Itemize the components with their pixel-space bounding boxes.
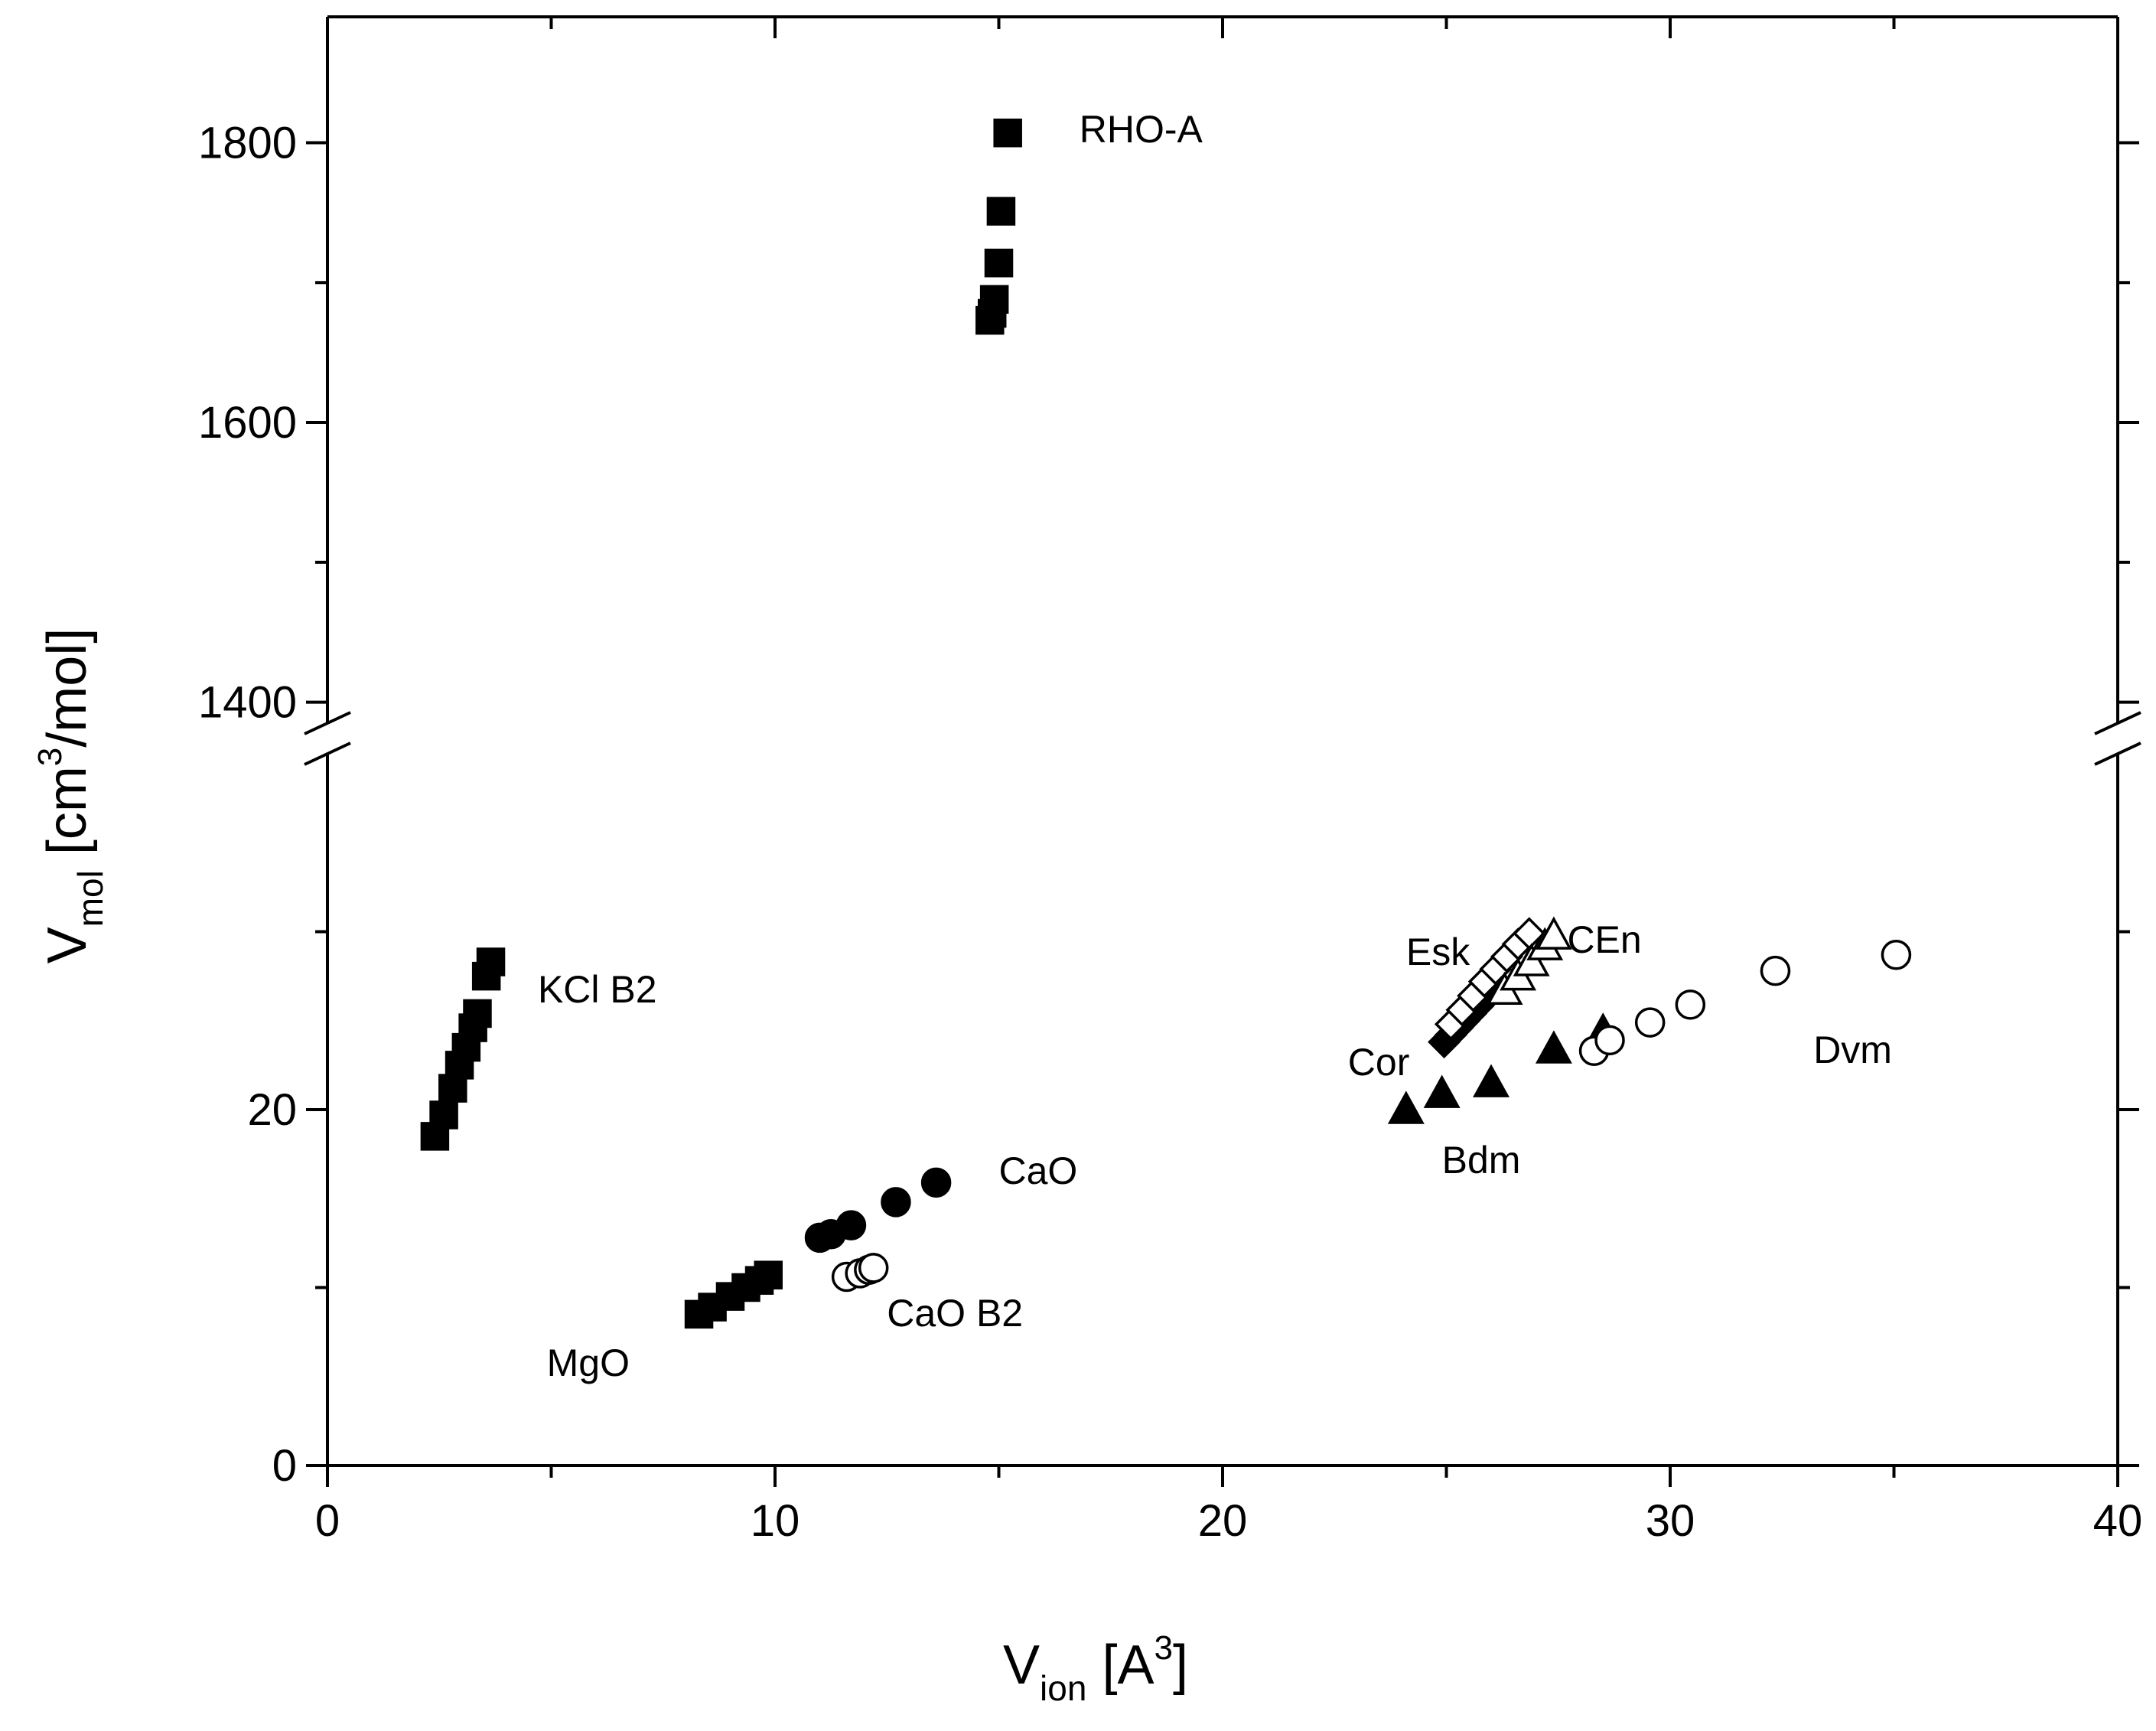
x-tick-label: 40 [2093,1496,2143,1546]
point-kcl-b2 [476,947,506,976]
axis-break-mark-left-top [304,711,351,735]
series-label-cao-b2: CaO B2 [887,1292,1023,1335]
series-label-esk: Esk [1406,931,1470,973]
point-dvm [1881,939,1912,970]
point-kcl-b2 [438,1074,467,1103]
point-cen [1513,943,1550,976]
y-tick-label-upper: 1400 [198,678,297,728]
point-dvm [1675,989,1706,1020]
series-label-cor: Cor [1348,1041,1410,1084]
point-rho-a [993,118,1022,148]
y-axis-title-main: V [37,927,98,963]
x-tick-label: 20 [1198,1496,1248,1546]
series-label-kcl-b2: KCl B2 [538,968,657,1011]
point-cao [881,1187,911,1218]
point-kcl-b2 [429,1100,458,1130]
point-bdm [1473,1064,1510,1097]
series-label-cen: CEn [1567,918,1641,961]
axis-break-mark-right-bottom [2094,742,2141,766]
axes-layer: 0 10 20 30 40 0 20 1400 1600 1800 [198,15,2143,1546]
x-axis-title-text: [A [1086,1635,1154,1696]
y-axis-title-sup: 3 [31,748,69,766]
axis-break-mark-left-bottom [304,742,351,766]
point-bdm [1423,1074,1461,1108]
point-cao [835,1210,867,1240]
y-axis-title-end: /mol] [37,628,98,748]
x-tick-label: 0 [315,1496,340,1546]
labels-layer: RHO-A KCl B2 CaO CaO B2 MgO Esk CEn Cor Bdm Dvm [538,108,1892,1384]
x-tick-label: 10 [751,1496,800,1546]
x-axis-title-sub: ion [1040,1668,1086,1708]
point-mgo [754,1260,783,1289]
y-axis-title-sub: mol [70,870,110,927]
point-bdm [1387,1090,1425,1124]
y-tick-label-lower: 0 [272,1441,297,1491]
point-dvm [1594,1025,1625,1056]
point-rho-a [984,248,1014,278]
point-kcl-b2 [463,999,492,1028]
point-bdm [1535,1030,1572,1064]
y-tick-label-upper: 1800 [198,118,297,168]
y-axis-title: Vmol [cm3/mol] [31,628,110,964]
series-label-rho-a: RHO-A [1080,108,1203,151]
point-cen [1535,916,1572,950]
series-label-dvm: Dvm [1813,1028,1892,1071]
point-cao [920,1167,952,1198]
point-cao-b2 [858,1253,889,1283]
y-tick-label-upper: 1600 [198,398,297,448]
y-axis-title-text: [cm [37,766,98,870]
series-label-cao: CaO [999,1149,1078,1192]
point-dvm [1634,1007,1666,1038]
y-tick-label-lower: 20 [247,1085,297,1135]
point-rho-a [986,197,1016,226]
series-label-mgo: MgO [547,1341,630,1384]
x-axis-title-sup: 3 [1154,1629,1172,1667]
point-dvm [1760,955,1791,986]
x-tick-label: 30 [1646,1496,1695,1546]
point-rho-a [979,285,1009,314]
marks-layer [420,118,1912,1329]
x-axis-title-end: ] [1173,1635,1188,1696]
x-axis-title: Vion [A3] [1003,1629,1188,1708]
x-axis-title-main: V [1003,1635,1040,1696]
axis-break-mark-right-top [2094,711,2141,735]
series-label-bdm: Bdm [1442,1139,1521,1182]
